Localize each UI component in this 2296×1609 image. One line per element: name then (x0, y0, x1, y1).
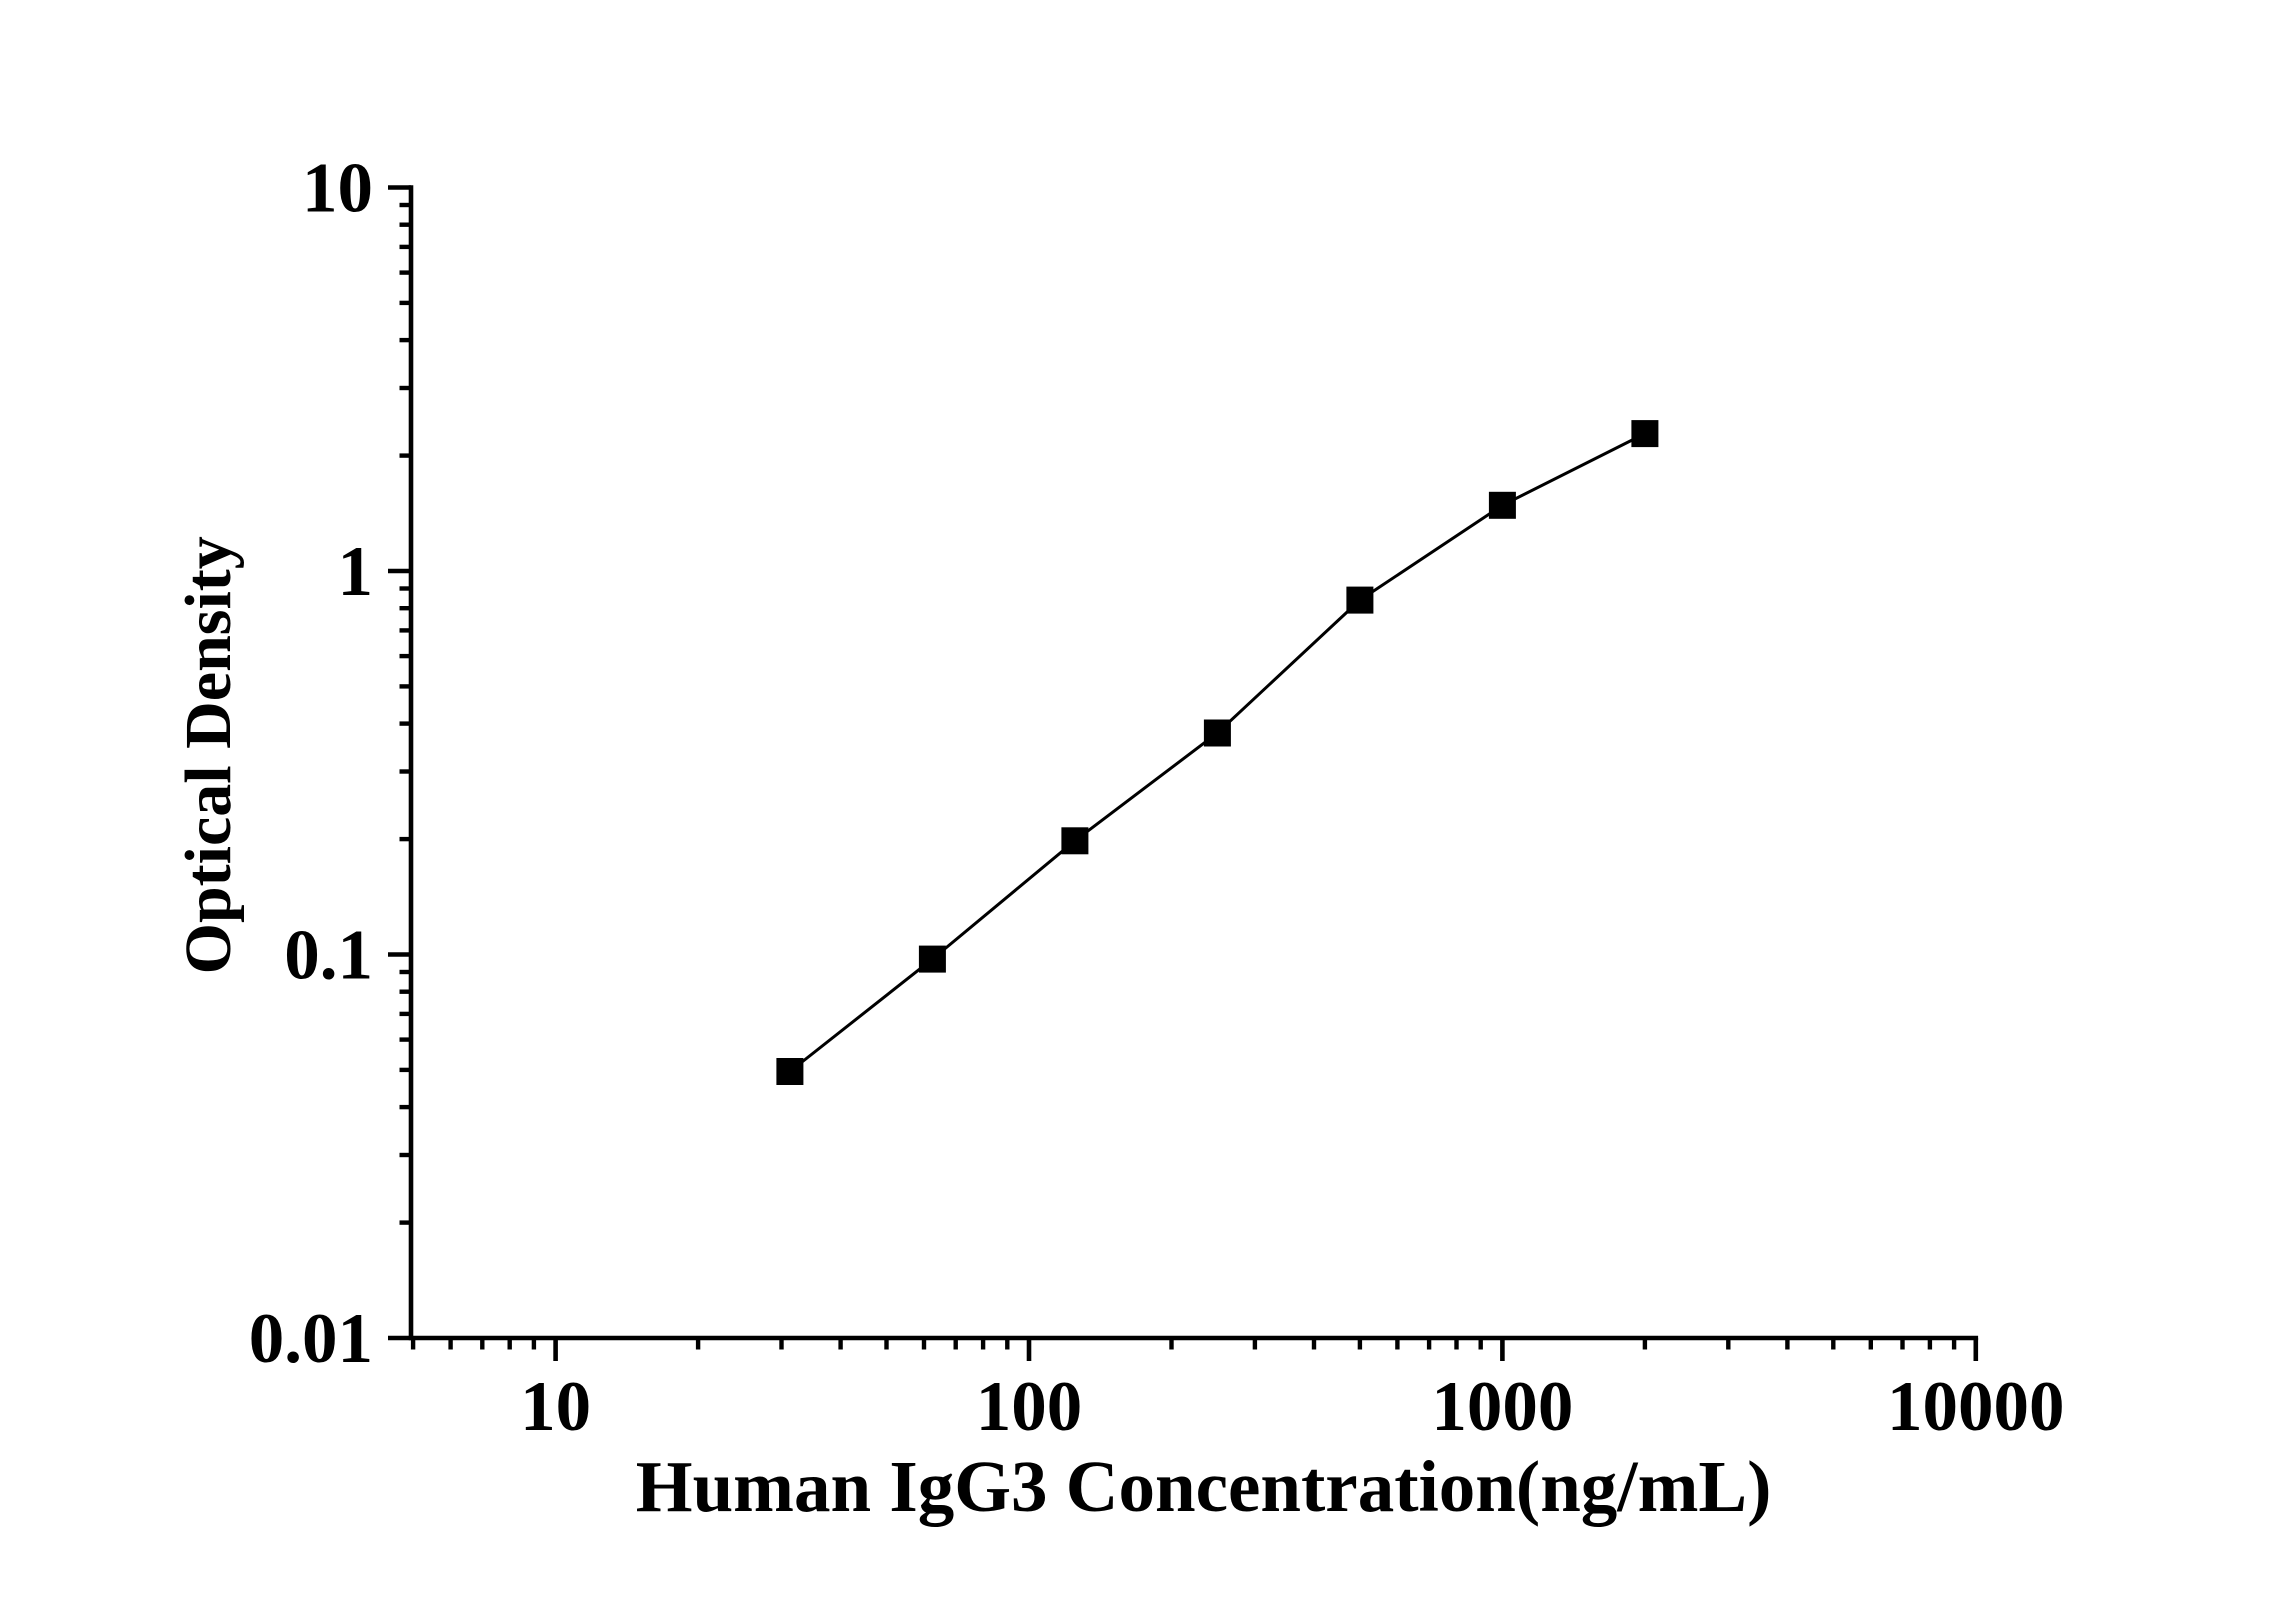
svg-text:10000: 10000 (1887, 1368, 2065, 1446)
svg-text:Human IgG3 Concentration(ng/mL: Human IgG3 Concentration(ng/mL) (636, 1446, 1772, 1527)
svg-text:0.1: 0.1 (284, 916, 373, 994)
svg-text:1: 1 (338, 533, 374, 611)
svg-text:0.01: 0.01 (249, 1300, 373, 1378)
svg-text:Optical Density: Optical Density (172, 536, 245, 974)
svg-text:10: 10 (302, 149, 373, 227)
svg-text:10: 10 (520, 1368, 591, 1446)
svg-text:1000: 1000 (1431, 1368, 1573, 1446)
svg-text:100: 100 (976, 1368, 1083, 1446)
